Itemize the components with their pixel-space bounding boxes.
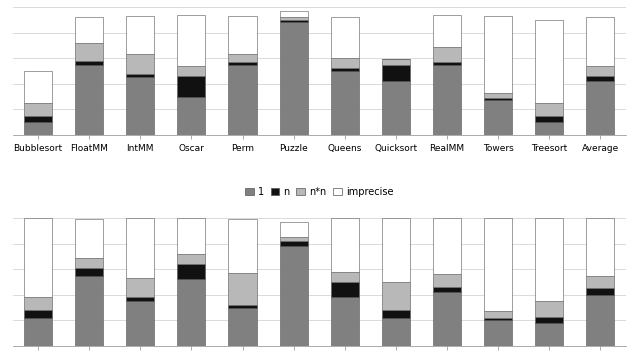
Bar (24, 318, 52, 346)
Bar (382, 318, 410, 346)
Bar (586, 288, 614, 295)
Bar (126, 77, 154, 135)
Bar (178, 15, 205, 66)
Bar (331, 282, 359, 297)
Bar (24, 71, 52, 103)
Bar (535, 116, 563, 122)
Bar (382, 218, 410, 282)
Bar (433, 287, 461, 292)
Bar (75, 65, 103, 135)
Bar (229, 307, 257, 346)
Bar (229, 65, 257, 135)
Bar (279, 17, 308, 20)
Bar (535, 122, 563, 135)
Bar (484, 98, 512, 100)
Bar (331, 17, 359, 58)
Bar (24, 103, 52, 116)
Bar (24, 218, 52, 297)
Bar (535, 317, 563, 323)
Bar (433, 218, 461, 274)
Bar (331, 58, 359, 68)
Bar (24, 116, 52, 122)
Bar (331, 71, 359, 135)
Bar (586, 276, 614, 288)
Bar (75, 219, 103, 258)
Bar (484, 16, 512, 93)
Bar (382, 282, 410, 310)
Bar (75, 17, 103, 43)
Bar (433, 292, 461, 346)
Bar (433, 47, 461, 62)
Bar (331, 218, 359, 272)
Bar (382, 65, 410, 81)
Bar (586, 76, 614, 81)
Bar (382, 60, 410, 65)
Bar (126, 54, 154, 73)
Bar (484, 311, 512, 318)
Bar (331, 272, 359, 282)
Bar (484, 218, 512, 311)
Bar (178, 76, 205, 97)
Bar (75, 61, 103, 65)
Bar (178, 264, 205, 280)
Bar (279, 222, 308, 237)
Bar (75, 258, 103, 268)
Bar (279, 237, 308, 241)
Bar (178, 66, 205, 76)
Bar (229, 273, 257, 305)
Bar (178, 97, 205, 135)
Bar (24, 297, 52, 310)
Bar (75, 43, 103, 61)
Bar (484, 318, 512, 321)
Bar (433, 65, 461, 135)
Bar (229, 62, 257, 65)
Bar (229, 305, 257, 307)
Bar (178, 254, 205, 264)
Bar (535, 103, 563, 116)
Bar (382, 310, 410, 318)
Bar (433, 274, 461, 287)
Bar (484, 93, 512, 98)
Bar (279, 20, 308, 22)
Bar (126, 16, 154, 54)
Bar (279, 241, 308, 246)
Bar (586, 66, 614, 76)
Bar (535, 218, 563, 301)
Legend: 1, n, n*n, imprecise: 1, n, n*n, imprecise (245, 187, 393, 197)
Bar (126, 218, 154, 278)
Bar (586, 218, 614, 276)
Bar (484, 100, 512, 135)
Bar (586, 295, 614, 346)
Bar (126, 278, 154, 297)
Bar (535, 301, 563, 317)
Bar (382, 81, 410, 135)
Bar (279, 11, 308, 17)
Bar (75, 276, 103, 346)
Bar (24, 310, 52, 318)
Bar (535, 323, 563, 346)
Bar (279, 246, 308, 346)
Bar (586, 81, 614, 135)
Bar (331, 68, 359, 71)
Bar (484, 321, 512, 346)
Bar (229, 219, 257, 273)
Bar (178, 218, 205, 254)
Bar (126, 297, 154, 301)
Bar (535, 20, 563, 103)
Bar (229, 54, 257, 62)
Bar (24, 122, 52, 135)
Bar (229, 16, 257, 54)
Bar (126, 301, 154, 346)
Bar (586, 17, 614, 66)
Bar (331, 297, 359, 346)
Bar (126, 73, 154, 77)
Bar (178, 280, 205, 346)
Bar (279, 22, 308, 135)
Bar (75, 268, 103, 276)
Bar (433, 62, 461, 65)
Bar (433, 15, 461, 47)
